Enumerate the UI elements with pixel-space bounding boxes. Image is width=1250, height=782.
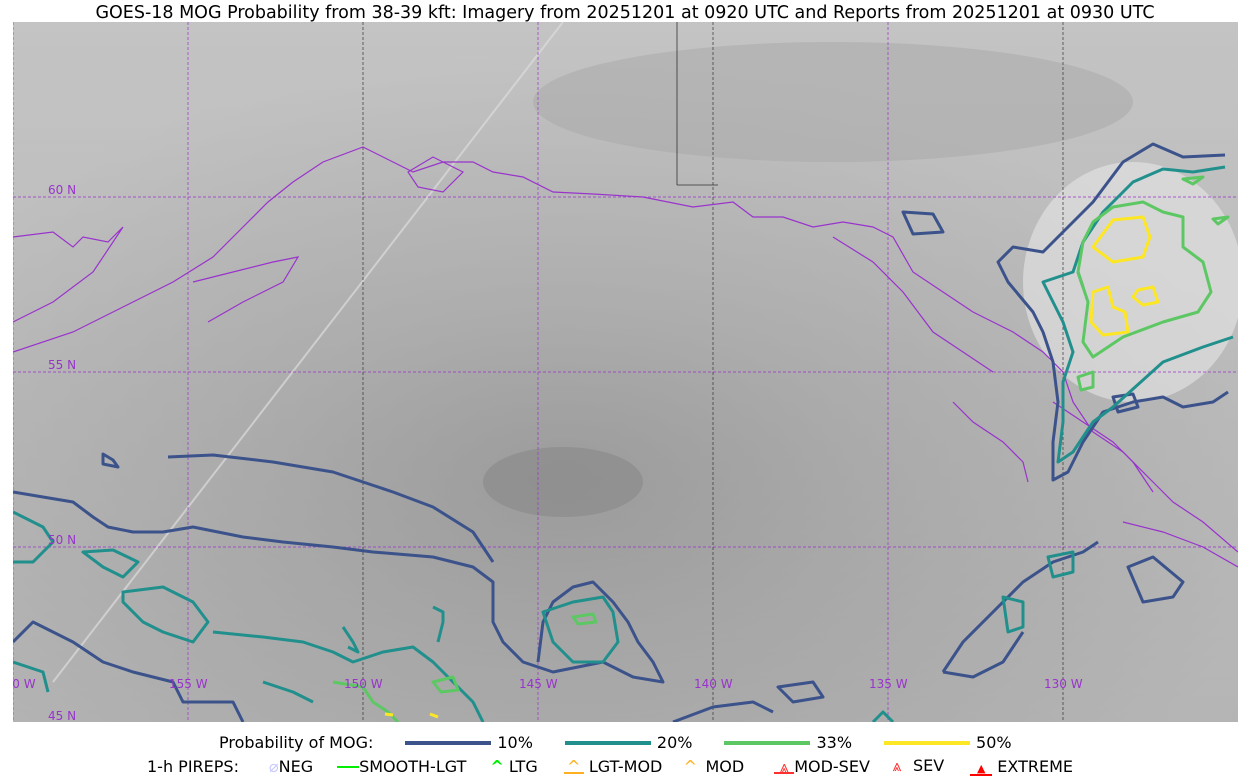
line-icon xyxy=(337,766,360,768)
lon-label: 160 W xyxy=(13,677,36,691)
swatch-10pct xyxy=(405,740,492,745)
map-title: GOES-18 MOG Probability from 38-39 kft: … xyxy=(95,3,1155,23)
lon-label: 140 W xyxy=(694,677,733,691)
legend-label: 33% xyxy=(816,733,853,752)
caret-icon: ^ xyxy=(490,756,504,776)
lon-label: 150 W xyxy=(344,677,383,691)
lon-label: 145 W xyxy=(519,677,558,691)
contour-33pct xyxy=(332,175,1230,722)
satellite-map: 60 N 55 N 50 N 45 N 160 W 155 W 150 W 14… xyxy=(13,22,1238,722)
lon-label: 130 W xyxy=(1044,677,1083,691)
legend-label: SEV xyxy=(912,756,945,775)
legend-label: LGT-MOD xyxy=(588,756,663,776)
contour-10pct xyxy=(13,142,1229,722)
legend-label: MOD-SEV xyxy=(794,756,870,776)
probability-legend-title: Probability of MOG: xyxy=(219,733,374,752)
lon-label: 135 W xyxy=(869,677,908,691)
lon-label: 155 W xyxy=(169,677,208,691)
lat-label: 50 N xyxy=(48,533,76,547)
probability-legend: Probability of MOG: 10% 20% 33% 50% xyxy=(0,733,1250,752)
grid-labels: 60 N 55 N 50 N 45 N 160 W 155 W 150 W 14… xyxy=(13,183,1083,722)
double-caret-bar-icon: ⩓ xyxy=(774,758,795,774)
caret-icon: ^ xyxy=(683,756,698,776)
mog-contours xyxy=(13,142,1234,722)
lat-label: 60 N xyxy=(48,183,76,197)
legend-label: 50% xyxy=(976,733,1012,752)
contour-20pct xyxy=(13,165,1234,722)
pireps-legend: 1-h PIREPS: ⌀NEG SMOOTH-LGT ^ LTG ^ LGT-… xyxy=(0,756,1250,776)
swatch-33pct xyxy=(724,740,811,745)
caret-bar-icon: ^ xyxy=(563,758,584,774)
legend-label: EXTREME xyxy=(997,756,1073,776)
contour-50pct xyxy=(384,215,1160,719)
lat-label: 45 N xyxy=(48,709,76,722)
lat-label: 55 N xyxy=(48,358,76,372)
legend-label: LTG xyxy=(508,756,538,776)
legend-label: NEG xyxy=(278,756,314,776)
legend-label: 10% xyxy=(497,733,533,752)
pireps-legend-title: 1-h PIREPS: xyxy=(147,756,239,776)
legend-label: MOD xyxy=(705,756,745,776)
legend-label: SMOOTH-LGT xyxy=(359,756,467,776)
double-caret-icon: ⩓ xyxy=(892,756,902,775)
swatch-50pct xyxy=(884,740,971,745)
slashed-circle-icon: ⌀ xyxy=(268,756,279,776)
filled-triangle-icon: ▲ xyxy=(970,763,993,776)
legend-label: 20% xyxy=(656,733,693,752)
coastlines xyxy=(13,146,1238,568)
swatch-20pct xyxy=(564,740,651,745)
